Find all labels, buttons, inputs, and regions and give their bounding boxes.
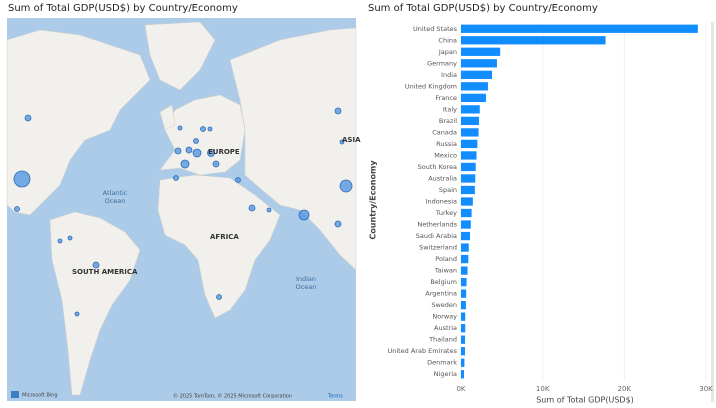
bar — [461, 289, 467, 298]
ocean-label: Ocean — [296, 283, 317, 291]
y-tick-label: Mexico — [434, 151, 457, 159]
bar — [461, 47, 501, 56]
bar — [461, 162, 476, 172]
y-tick-label: France — [435, 94, 457, 102]
bar — [461, 70, 493, 79]
y-tick-label: Russia — [436, 140, 457, 148]
y-tick-label: Argentina — [425, 290, 457, 298]
bar — [461, 220, 471, 229]
map-bubbles — [13, 107, 353, 317]
y-tick-label: Norway — [432, 313, 457, 321]
y-tick-label: Nigeria — [434, 370, 457, 378]
bar — [461, 105, 480, 114]
region-label: EUROPE — [208, 148, 240, 156]
bar — [461, 312, 466, 321]
y-tick-label: Saudi Arabia — [416, 232, 457, 240]
y-tick-label: China — [438, 36, 457, 44]
bar — [461, 24, 698, 33]
x-tick-label: 30K — [699, 385, 713, 393]
scrollbar[interactable] — [711, 22, 714, 402]
y-tick-label: Poland — [435, 255, 457, 263]
y-tick-label: Germany — [427, 59, 457, 67]
y-tick-label: Belgium — [430, 278, 457, 286]
y-tick-label: Spain — [439, 186, 457, 194]
bar — [461, 151, 477, 160]
logo-icon — [11, 391, 19, 398]
bar — [461, 266, 468, 275]
x-tick-label: 10K — [536, 385, 550, 393]
y-tick-label: United Arab Emirates — [387, 347, 457, 355]
bar — [461, 208, 472, 218]
bar — [461, 82, 488, 91]
y-tick-label: Thailand — [428, 336, 457, 344]
y-tick-label: United Kingdom — [405, 82, 457, 90]
y-tick-label: Taiwan — [434, 267, 457, 275]
map-logo: Microsoft Bing — [22, 393, 58, 399]
map-terms[interactable]: Terms — [327, 394, 343, 400]
ocean-label: Indian — [296, 275, 316, 283]
region-labels: EUROPE AFRICA SOUTH AMERICA ASIA — [72, 136, 361, 276]
map-attribution: © 2025 TomTom, © 2025 Microsoft Corporat… — [173, 393, 292, 400]
y-tick-label: Japan — [438, 48, 457, 56]
region-label: ASIA — [342, 136, 361, 144]
bar — [461, 254, 469, 264]
y-tick-label: Brazil — [439, 117, 457, 125]
region-label: AFRICA — [210, 233, 239, 241]
bar — [461, 128, 479, 137]
ocean-labels: Atlantic Ocean Indian Ocean — [103, 189, 317, 291]
y-tick-label: South Korea — [418, 163, 457, 171]
y-tick-label: Switzerland — [419, 244, 457, 252]
y-tick-label: United States — [413, 25, 458, 33]
y-tick-label: Sweden — [431, 301, 457, 309]
bar — [461, 335, 466, 344]
y-axis-title: Country/Economy — [369, 160, 378, 240]
x-tick-label: 20K — [618, 385, 632, 393]
bar — [461, 174, 476, 183]
bar — [461, 243, 469, 252]
bar-title: Sum of Total GDP(USD$) by Country/Econom… — [368, 3, 598, 14]
y-tick-label: Austria — [434, 324, 457, 332]
map-title: Sum of Total GDP(USD$) by Country/Econom… — [8, 3, 238, 14]
y-tick-label: Canada — [432, 128, 457, 136]
bar — [461, 231, 470, 241]
y-tick-label: Italy — [443, 105, 457, 113]
bar — [461, 185, 475, 195]
ocean-label: Atlantic — [103, 189, 128, 197]
y-tick-label: Australia — [428, 174, 457, 182]
bar — [461, 300, 466, 310]
bar — [461, 347, 466, 356]
bar — [461, 324, 466, 333]
bar — [461, 139, 478, 149]
y-tick-label: Denmark — [427, 359, 457, 367]
bar — [461, 277, 467, 287]
bar — [461, 370, 465, 379]
x-axis-title: Sum of Total GDP(USD$) — [536, 396, 634, 405]
bar — [461, 36, 606, 45]
bar — [461, 358, 465, 367]
bar — [461, 59, 497, 68]
y-tick-label: India — [441, 71, 457, 79]
region-label: SOUTH AMERICA — [72, 268, 138, 276]
ocean-label: Ocean — [105, 197, 126, 205]
bar — [461, 116, 479, 126]
y-tick-label: Netherlands — [417, 221, 457, 229]
map-land — [6, 21, 357, 396]
bar — [461, 197, 473, 206]
x-tick-label: 0K — [456, 385, 465, 393]
bar — [461, 93, 486, 103]
y-tick-label: Turkey — [435, 209, 457, 217]
y-tick-label: Indonesia — [426, 198, 457, 206]
